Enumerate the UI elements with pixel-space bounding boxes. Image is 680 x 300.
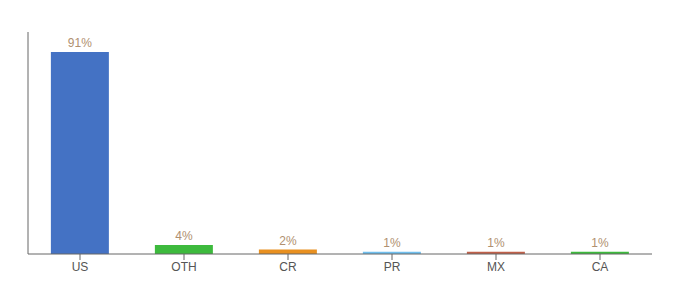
svg-text:PR: PR <box>384 260 401 274</box>
svg-text:4%: 4% <box>175 229 193 243</box>
svg-text:MX: MX <box>487 260 505 274</box>
svg-text:1%: 1% <box>487 236 505 250</box>
svg-text:OTH: OTH <box>171 260 196 274</box>
svg-text:1%: 1% <box>591 236 609 250</box>
svg-text:US: US <box>72 260 89 274</box>
svg-text:CA: CA <box>592 260 609 274</box>
svg-text:91%: 91% <box>68 36 92 50</box>
svg-text:2%: 2% <box>279 234 297 248</box>
svg-text:1%: 1% <box>383 236 401 250</box>
svg-text:CR: CR <box>279 260 297 274</box>
